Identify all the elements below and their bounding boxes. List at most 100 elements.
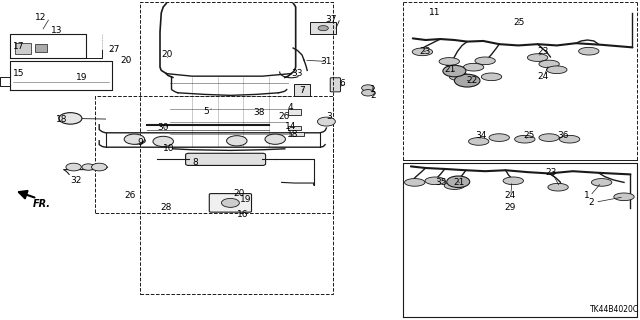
FancyBboxPatch shape [186,153,266,165]
Text: 1: 1 [584,191,589,200]
FancyBboxPatch shape [310,22,336,34]
Text: 30: 30 [157,124,168,132]
Polygon shape [404,179,425,186]
Text: 25: 25 [513,18,525,27]
Polygon shape [548,183,568,191]
Text: 20: 20 [120,56,132,65]
Text: 20: 20 [161,50,173,59]
Text: 6: 6 [339,79,345,88]
Polygon shape [614,193,634,201]
Polygon shape [468,138,489,145]
Polygon shape [412,48,433,56]
Polygon shape [489,134,509,141]
Polygon shape [547,66,567,74]
FancyBboxPatch shape [209,194,252,212]
Polygon shape [515,135,535,143]
Text: TK44B4020C: TK44B4020C [589,305,639,314]
Circle shape [82,164,95,170]
Circle shape [454,74,480,87]
Text: 22: 22 [466,76,477,85]
Text: 27: 27 [109,45,120,54]
Circle shape [317,117,335,126]
Polygon shape [425,177,445,185]
Circle shape [227,136,247,146]
Circle shape [221,198,239,207]
Text: 7: 7 [300,86,305,95]
Circle shape [362,90,374,96]
Text: 32: 32 [70,176,82,185]
Circle shape [124,134,145,144]
Polygon shape [449,73,470,81]
Text: 38: 38 [253,108,264,117]
Circle shape [153,136,173,147]
Text: 4: 4 [288,103,294,112]
Text: 34: 34 [475,132,486,140]
Text: 19: 19 [240,196,252,204]
Text: 24: 24 [538,72,549,81]
Text: 25: 25 [524,132,535,140]
FancyBboxPatch shape [15,43,31,54]
Polygon shape [475,57,495,65]
Text: 28: 28 [160,204,172,212]
Circle shape [59,113,82,124]
Text: 16: 16 [237,210,248,219]
Text: 18: 18 [287,130,298,139]
Text: 9: 9 [138,138,143,147]
Text: 11: 11 [429,8,440,17]
Bar [291,132,304,136]
Polygon shape [481,73,502,81]
Text: 19: 19 [76,73,87,82]
Polygon shape [503,177,524,185]
Text: 14: 14 [285,122,296,131]
Text: 35: 35 [435,178,447,187]
Polygon shape [444,182,465,189]
Text: 12: 12 [35,13,47,22]
Text: 24: 24 [504,191,516,200]
Text: 2: 2 [589,198,595,207]
FancyBboxPatch shape [294,84,310,96]
Circle shape [447,176,470,188]
Text: 20: 20 [234,189,245,198]
Text: 21: 21 [453,178,465,187]
Text: 23: 23 [419,47,431,56]
FancyBboxPatch shape [330,78,340,92]
Polygon shape [539,134,559,141]
Text: 3: 3 [326,112,332,121]
Text: 21: 21 [445,65,456,74]
Circle shape [66,163,81,171]
Text: 1: 1 [370,85,376,94]
Circle shape [265,134,285,144]
Circle shape [362,85,374,91]
Text: 17: 17 [13,42,24,51]
Polygon shape [463,63,484,71]
Text: 18: 18 [56,116,68,124]
Text: 36: 36 [557,132,568,140]
Text: 5: 5 [204,108,209,116]
Polygon shape [527,54,548,61]
Text: 23: 23 [538,47,549,56]
Text: 10: 10 [163,144,175,153]
Circle shape [92,163,107,171]
Text: 33: 33 [291,69,303,78]
Text: 37: 37 [325,15,337,24]
Text: 8: 8 [192,158,198,167]
Bar [288,126,301,130]
Text: 23: 23 [545,168,557,177]
Text: 2: 2 [370,91,376,100]
Text: 13: 13 [51,26,63,35]
Polygon shape [579,47,599,55]
Polygon shape [559,135,580,143]
Polygon shape [591,179,612,186]
Polygon shape [444,67,465,74]
Circle shape [443,65,466,77]
FancyBboxPatch shape [35,44,47,52]
FancyBboxPatch shape [288,109,301,115]
Text: 31: 31 [320,57,332,66]
Text: 29: 29 [504,203,516,212]
Text: FR.: FR. [33,199,51,209]
Polygon shape [539,60,559,68]
Text: 26: 26 [125,191,136,200]
Circle shape [318,26,328,31]
Text: 26: 26 [278,112,290,121]
Text: 15: 15 [13,69,24,78]
